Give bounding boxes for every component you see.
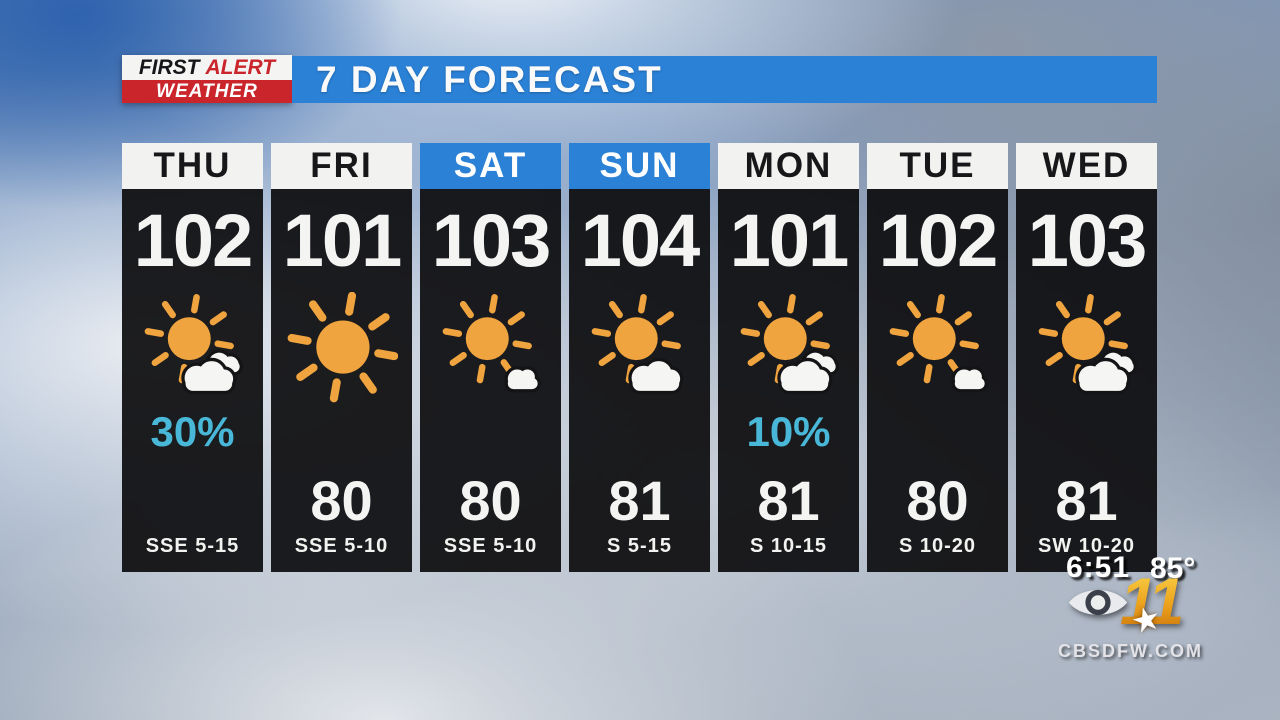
day-header: MON bbox=[718, 143, 859, 189]
wind-forecast: S 10-20 bbox=[898, 535, 977, 557]
low-temp: 80 bbox=[310, 469, 373, 532]
day-header: WED bbox=[1016, 143, 1157, 189]
high-temp: 102 bbox=[133, 199, 253, 282]
forecast-title-bar: 7 DAY FORECAST bbox=[292, 56, 1157, 103]
forecast-column-tue: TUE 102 80 S 10-20 bbox=[867, 143, 1008, 572]
low-temp: 81 bbox=[608, 469, 671, 532]
low-temp: 80 bbox=[459, 469, 522, 532]
sun-icon bbox=[283, 289, 401, 407]
sun-clouds-icon bbox=[730, 289, 848, 407]
forecast-column-mon: MON 101 10% 81 S 10-15 bbox=[718, 143, 859, 572]
day-header: SAT bbox=[420, 143, 561, 189]
wind-forecast: SSE 5-10 bbox=[443, 535, 538, 557]
forecast-column-wed: WED 103 81 SW 10-20 bbox=[1016, 143, 1157, 572]
high-temp: 103 bbox=[1027, 199, 1147, 282]
low-temp: 81 bbox=[757, 469, 820, 532]
forecast-column-thu: THU 102 30% SSE 5-15 bbox=[122, 143, 263, 572]
clock-time: 6:51 bbox=[1066, 551, 1131, 584]
wind-forecast: S 10-15 bbox=[749, 535, 828, 557]
current-temp: 85° bbox=[1150, 552, 1195, 586]
first-alert-weather-logo: FIRST ALERT WEATHER bbox=[122, 55, 292, 103]
wind-forecast: S 5-15 bbox=[607, 535, 672, 557]
precip-chance: 10% bbox=[746, 408, 831, 455]
forecast-column-sat: SAT 103 80 SSE 5-10 bbox=[420, 143, 561, 572]
day-header: THU bbox=[122, 143, 263, 189]
forecast-panel: 103 81 SW 10-20 bbox=[1016, 189, 1157, 572]
high-temp: 104 bbox=[580, 199, 700, 282]
wind-forecast: SSE 5-10 bbox=[294, 535, 389, 557]
station-number: 11 bbox=[1120, 564, 1184, 638]
forecast-columns: THU 102 30% SSE 5-15 bbox=[122, 143, 1158, 572]
sun-cloud-icon bbox=[581, 289, 699, 407]
sun-clouds-icon bbox=[134, 289, 252, 407]
logo-first-text: FIRST bbox=[138, 56, 200, 79]
forecast-panel: 101 10% 81 S 10-15 bbox=[718, 189, 859, 572]
wind-forecast: SSE 5-15 bbox=[145, 535, 240, 557]
forecast-column-sun: SUN 104 81 S 5-15 bbox=[569, 143, 710, 572]
logo-alert-text: ALERT bbox=[205, 56, 276, 79]
sun-clouds-icon bbox=[1028, 289, 1146, 407]
high-temp: 103 bbox=[431, 199, 551, 282]
forecast-panel: 103 80 SSE 5-10 bbox=[420, 189, 561, 572]
precip-chance: 30% bbox=[150, 408, 235, 455]
forecast-title: 7 DAY FORECAST bbox=[316, 58, 663, 100]
day-header: TUE bbox=[867, 143, 1008, 189]
sun-small-cloud-icon bbox=[432, 289, 550, 407]
forecast-panel: 101 80 SSE 5-10 bbox=[271, 189, 412, 572]
forecast-panel: 104 81 S 5-15 bbox=[569, 189, 710, 572]
low-temp: 80 bbox=[906, 469, 969, 532]
station-url: CBSDFW.COM bbox=[1058, 641, 1203, 661]
wind-forecast: SW 10-20 bbox=[1038, 535, 1135, 557]
sun-small-cloud-icon bbox=[879, 289, 997, 407]
high-temp: 102 bbox=[878, 199, 998, 282]
high-temp: 101 bbox=[282, 199, 402, 282]
logo-top-row: FIRST ALERT bbox=[122, 55, 292, 80]
forecast-panel: 102 30% SSE 5-15 bbox=[122, 189, 263, 572]
forecast-column-fri: FRI 101 80 SSE 5-10 bbox=[271, 143, 412, 572]
high-temp: 101 bbox=[729, 199, 849, 282]
low-temp: 81 bbox=[1055, 469, 1118, 532]
cbs-eye-icon bbox=[1068, 589, 1128, 616]
logo-weather-text: WEATHER bbox=[122, 80, 292, 103]
day-header: SUN bbox=[569, 143, 710, 189]
day-header: FRI bbox=[271, 143, 412, 189]
forecast-panel: 102 80 S 10-20 bbox=[867, 189, 1008, 572]
